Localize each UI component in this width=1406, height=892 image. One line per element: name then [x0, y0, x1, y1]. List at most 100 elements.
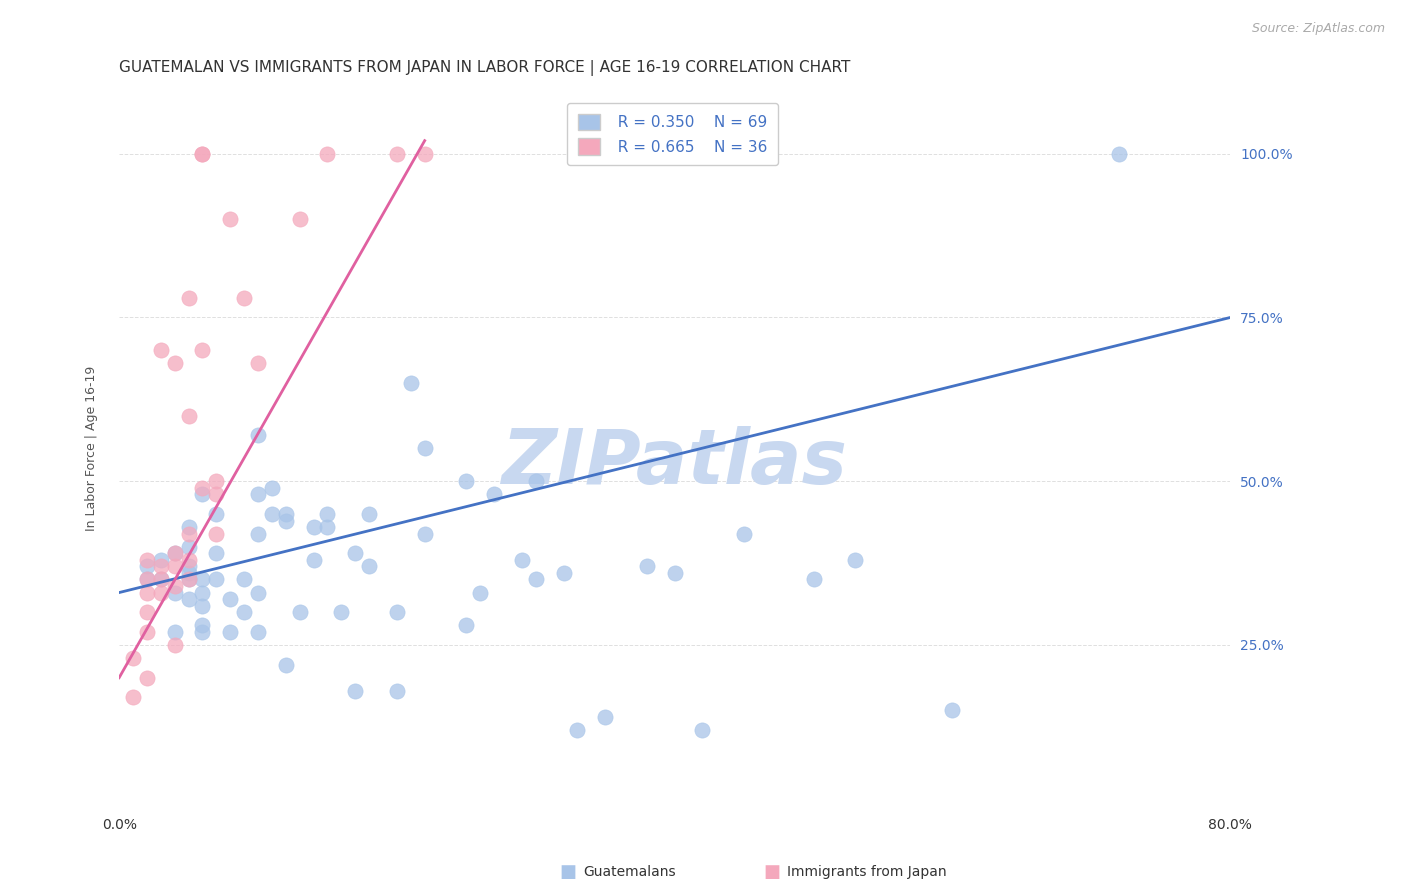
Point — [247, 624, 270, 639]
Point — [177, 409, 200, 423]
Point — [510, 553, 533, 567]
Point — [803, 573, 825, 587]
Point — [177, 559, 200, 574]
Point — [456, 618, 478, 632]
Point — [844, 553, 866, 567]
Text: Source: ZipAtlas.com: Source: ZipAtlas.com — [1251, 22, 1385, 36]
Point — [135, 671, 157, 685]
Point — [177, 540, 200, 554]
Point — [274, 507, 297, 521]
Point — [359, 559, 381, 574]
Point — [149, 559, 172, 574]
Point — [316, 520, 339, 534]
Point — [135, 573, 157, 587]
Point — [274, 657, 297, 672]
Point — [413, 526, 436, 541]
Text: Immigrants from Japan: Immigrants from Japan — [787, 865, 948, 880]
Point — [385, 146, 408, 161]
Point — [288, 605, 311, 619]
Point — [1108, 146, 1130, 161]
Text: ■: ■ — [763, 863, 780, 881]
Point — [247, 428, 270, 442]
Point — [260, 481, 283, 495]
Point — [330, 605, 353, 619]
Point — [482, 487, 505, 501]
Point — [163, 559, 186, 574]
Text: ■: ■ — [560, 863, 576, 881]
Point — [344, 546, 367, 560]
Point — [177, 573, 200, 587]
Point — [692, 723, 714, 737]
Point — [191, 618, 214, 632]
Point — [177, 291, 200, 305]
Point — [524, 573, 547, 587]
Point — [205, 487, 228, 501]
Point — [399, 376, 422, 390]
Point — [247, 585, 270, 599]
Point — [135, 605, 157, 619]
Point — [149, 343, 172, 358]
Point — [191, 146, 214, 161]
Point — [733, 526, 755, 541]
Point — [456, 474, 478, 488]
Point — [135, 624, 157, 639]
Point — [302, 553, 325, 567]
Point — [205, 573, 228, 587]
Point — [177, 520, 200, 534]
Text: GUATEMALAN VS IMMIGRANTS FROM JAPAN IN LABOR FORCE | AGE 16-19 CORRELATION CHART: GUATEMALAN VS IMMIGRANTS FROM JAPAN IN L… — [120, 60, 851, 76]
Point — [316, 507, 339, 521]
Point — [177, 566, 200, 580]
Point — [122, 690, 145, 705]
Text: ZIPatlas: ZIPatlas — [502, 425, 848, 500]
Point — [359, 507, 381, 521]
Point — [316, 146, 339, 161]
Point — [135, 553, 157, 567]
Point — [205, 474, 228, 488]
Point — [191, 624, 214, 639]
Point — [163, 356, 186, 370]
Point — [163, 585, 186, 599]
Point — [941, 703, 963, 717]
Point — [191, 481, 214, 495]
Text: Guatemalans: Guatemalans — [583, 865, 676, 880]
Point — [149, 573, 172, 587]
Point — [344, 683, 367, 698]
Point — [205, 507, 228, 521]
Legend:   R = 0.350    N = 69,   R = 0.665    N = 36: R = 0.350 N = 69, R = 0.665 N = 36 — [567, 103, 778, 165]
Point — [274, 514, 297, 528]
Point — [664, 566, 686, 580]
Point — [177, 573, 200, 587]
Point — [191, 343, 214, 358]
Point — [205, 526, 228, 541]
Point — [149, 585, 172, 599]
Point — [149, 553, 172, 567]
Point — [191, 599, 214, 613]
Point — [413, 442, 436, 456]
Point — [191, 487, 214, 501]
Point — [233, 573, 256, 587]
Point — [219, 212, 242, 227]
Point — [191, 573, 214, 587]
Point — [385, 683, 408, 698]
Point — [593, 710, 616, 724]
Point — [470, 585, 492, 599]
Point — [191, 585, 214, 599]
Point — [233, 291, 256, 305]
Point — [302, 520, 325, 534]
Point — [524, 474, 547, 488]
Point — [163, 579, 186, 593]
Point — [247, 526, 270, 541]
Point — [205, 546, 228, 560]
Point — [163, 546, 186, 560]
Point — [149, 573, 172, 587]
Point — [163, 638, 186, 652]
Point — [135, 573, 157, 587]
Point — [191, 146, 214, 161]
Point — [177, 592, 200, 607]
Point — [135, 585, 157, 599]
Y-axis label: In Labor Force | Age 16-19: In Labor Force | Age 16-19 — [86, 366, 98, 531]
Point — [135, 559, 157, 574]
Point — [219, 592, 242, 607]
Point — [122, 651, 145, 665]
Point — [163, 624, 186, 639]
